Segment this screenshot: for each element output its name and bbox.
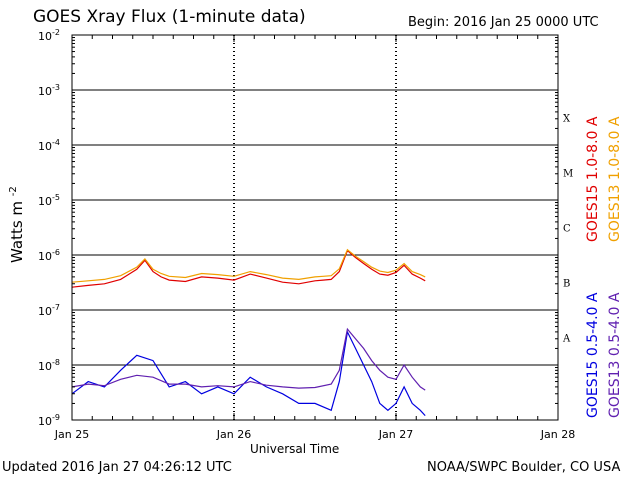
legend-entry-3: GOES15 0.5-4.0 A	[585, 292, 601, 418]
updated-timestamp: Updated 2016 Jan 27 04:26:12 UTC	[2, 460, 232, 475]
legend-entry-4: GOES13 0.5-4.0 A	[607, 292, 623, 418]
x-axis-label: Universal Time	[250, 442, 340, 456]
legend-entry-2: GOES13 1.0-8.0 A	[607, 116, 623, 242]
y-tick-label: 10-6	[38, 248, 60, 263]
begin-time: Begin: 2016 Jan 25 0000 UTC	[408, 15, 599, 30]
flare-class-label: C	[563, 224, 571, 235]
legend-entry-1: GOES15 1.0-8.0 A	[585, 116, 601, 242]
chart-title: GOES Xray Flux (1-minute data)	[33, 7, 306, 27]
y-tick-label: 10-9	[38, 413, 60, 428]
y-tick-label: 10-2	[38, 28, 60, 43]
y-axis-label-text: Watts m	[8, 201, 26, 263]
series-line-4	[71, 327, 426, 391]
flare-class-label: A	[562, 334, 571, 345]
credit-label: NOAA/SWPC Boulder, CO USA	[427, 460, 621, 475]
plot-frame	[71, 34, 559, 421]
flare-class-label: X	[563, 114, 571, 125]
series-line-3	[71, 329, 426, 417]
y-tick-label: 10-8	[38, 358, 60, 373]
x-tick-label: Jan 26	[216, 428, 251, 441]
y-tick-label: 10-7	[38, 303, 60, 318]
flare-class-label: B	[563, 279, 570, 290]
svg-text:Watts m -2: Watts m -2	[8, 186, 26, 263]
series-line-1	[71, 249, 426, 288]
y-axis-label-exponent: -2	[8, 186, 19, 196]
y-tick-label: 10-5	[38, 193, 60, 208]
x-tick-label: Jan 27	[378, 428, 413, 441]
series-line-2	[71, 248, 426, 283]
x-tick-label: Jan 28	[540, 428, 575, 441]
y-tick-label: 10-4	[38, 138, 60, 153]
y-tick-label: 10-3	[38, 83, 60, 98]
y-axis-label: Watts m -2	[8, 186, 26, 263]
x-tick-label: Jan 25	[54, 428, 89, 441]
flare-class-label: M	[563, 169, 573, 180]
